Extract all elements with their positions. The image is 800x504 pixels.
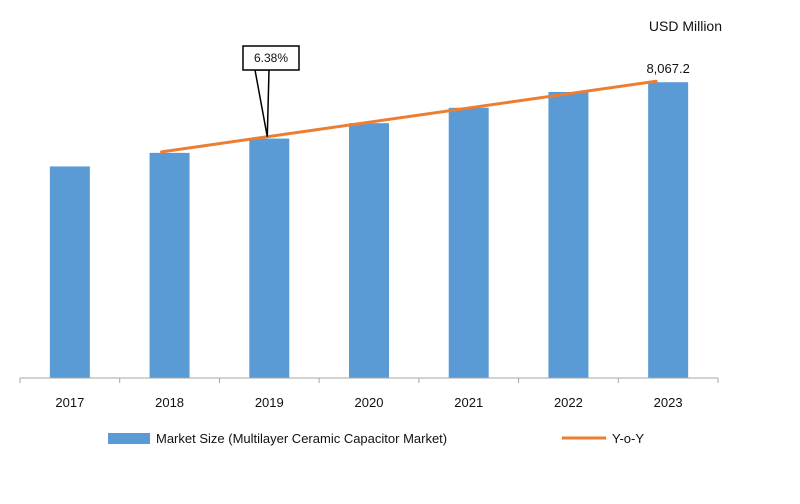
bar-2017 (49, 166, 90, 378)
bar-2018 (149, 152, 190, 378)
x-tick-label-2020: 2020 (355, 395, 384, 410)
callout-group: 6.38% (242, 45, 300, 137)
x-tick-label-2018: 2018 (155, 395, 184, 410)
callout-pointer (254, 69, 270, 137)
callout-box (242, 45, 300, 71)
unit-label: USD Million (649, 18, 722, 34)
yoy-line-group (160, 79, 658, 154)
x-ticks-group (19, 378, 719, 383)
x-tick-label-2023: 2023 (654, 395, 683, 410)
bar-2020 (349, 123, 389, 379)
bar-2021 (448, 107, 489, 379)
x-tick-label-2019: 2019 (255, 395, 284, 410)
x-tick-label-2021: 2021 (454, 395, 483, 410)
callout-label: 6.38% (254, 51, 288, 65)
bar-2019 (249, 138, 290, 378)
bar-2023 (648, 82, 689, 378)
x-tick-label-2017: 2017 (55, 395, 84, 410)
data-labels-group: 8,067.2 (646, 61, 689, 76)
data-label-2023: 8,067.2 (646, 61, 689, 76)
bar-2022 (548, 92, 589, 378)
legend-label-market-size: Market Size (Multilayer Ceramic Capacito… (156, 431, 447, 446)
x-labels-group: 2017 2018 2019 2020 2021 2022 2023 (55, 395, 682, 410)
bars-group (49, 82, 689, 379)
x-tick-label-2022: 2022 (554, 395, 583, 410)
legend: Market Size (Multilayer Ceramic Capacito… (108, 431, 644, 446)
yoy-line (160, 79, 658, 154)
legend-swatch-market-size (108, 433, 150, 444)
legend-label-yoy: Y-o-Y (612, 431, 644, 446)
